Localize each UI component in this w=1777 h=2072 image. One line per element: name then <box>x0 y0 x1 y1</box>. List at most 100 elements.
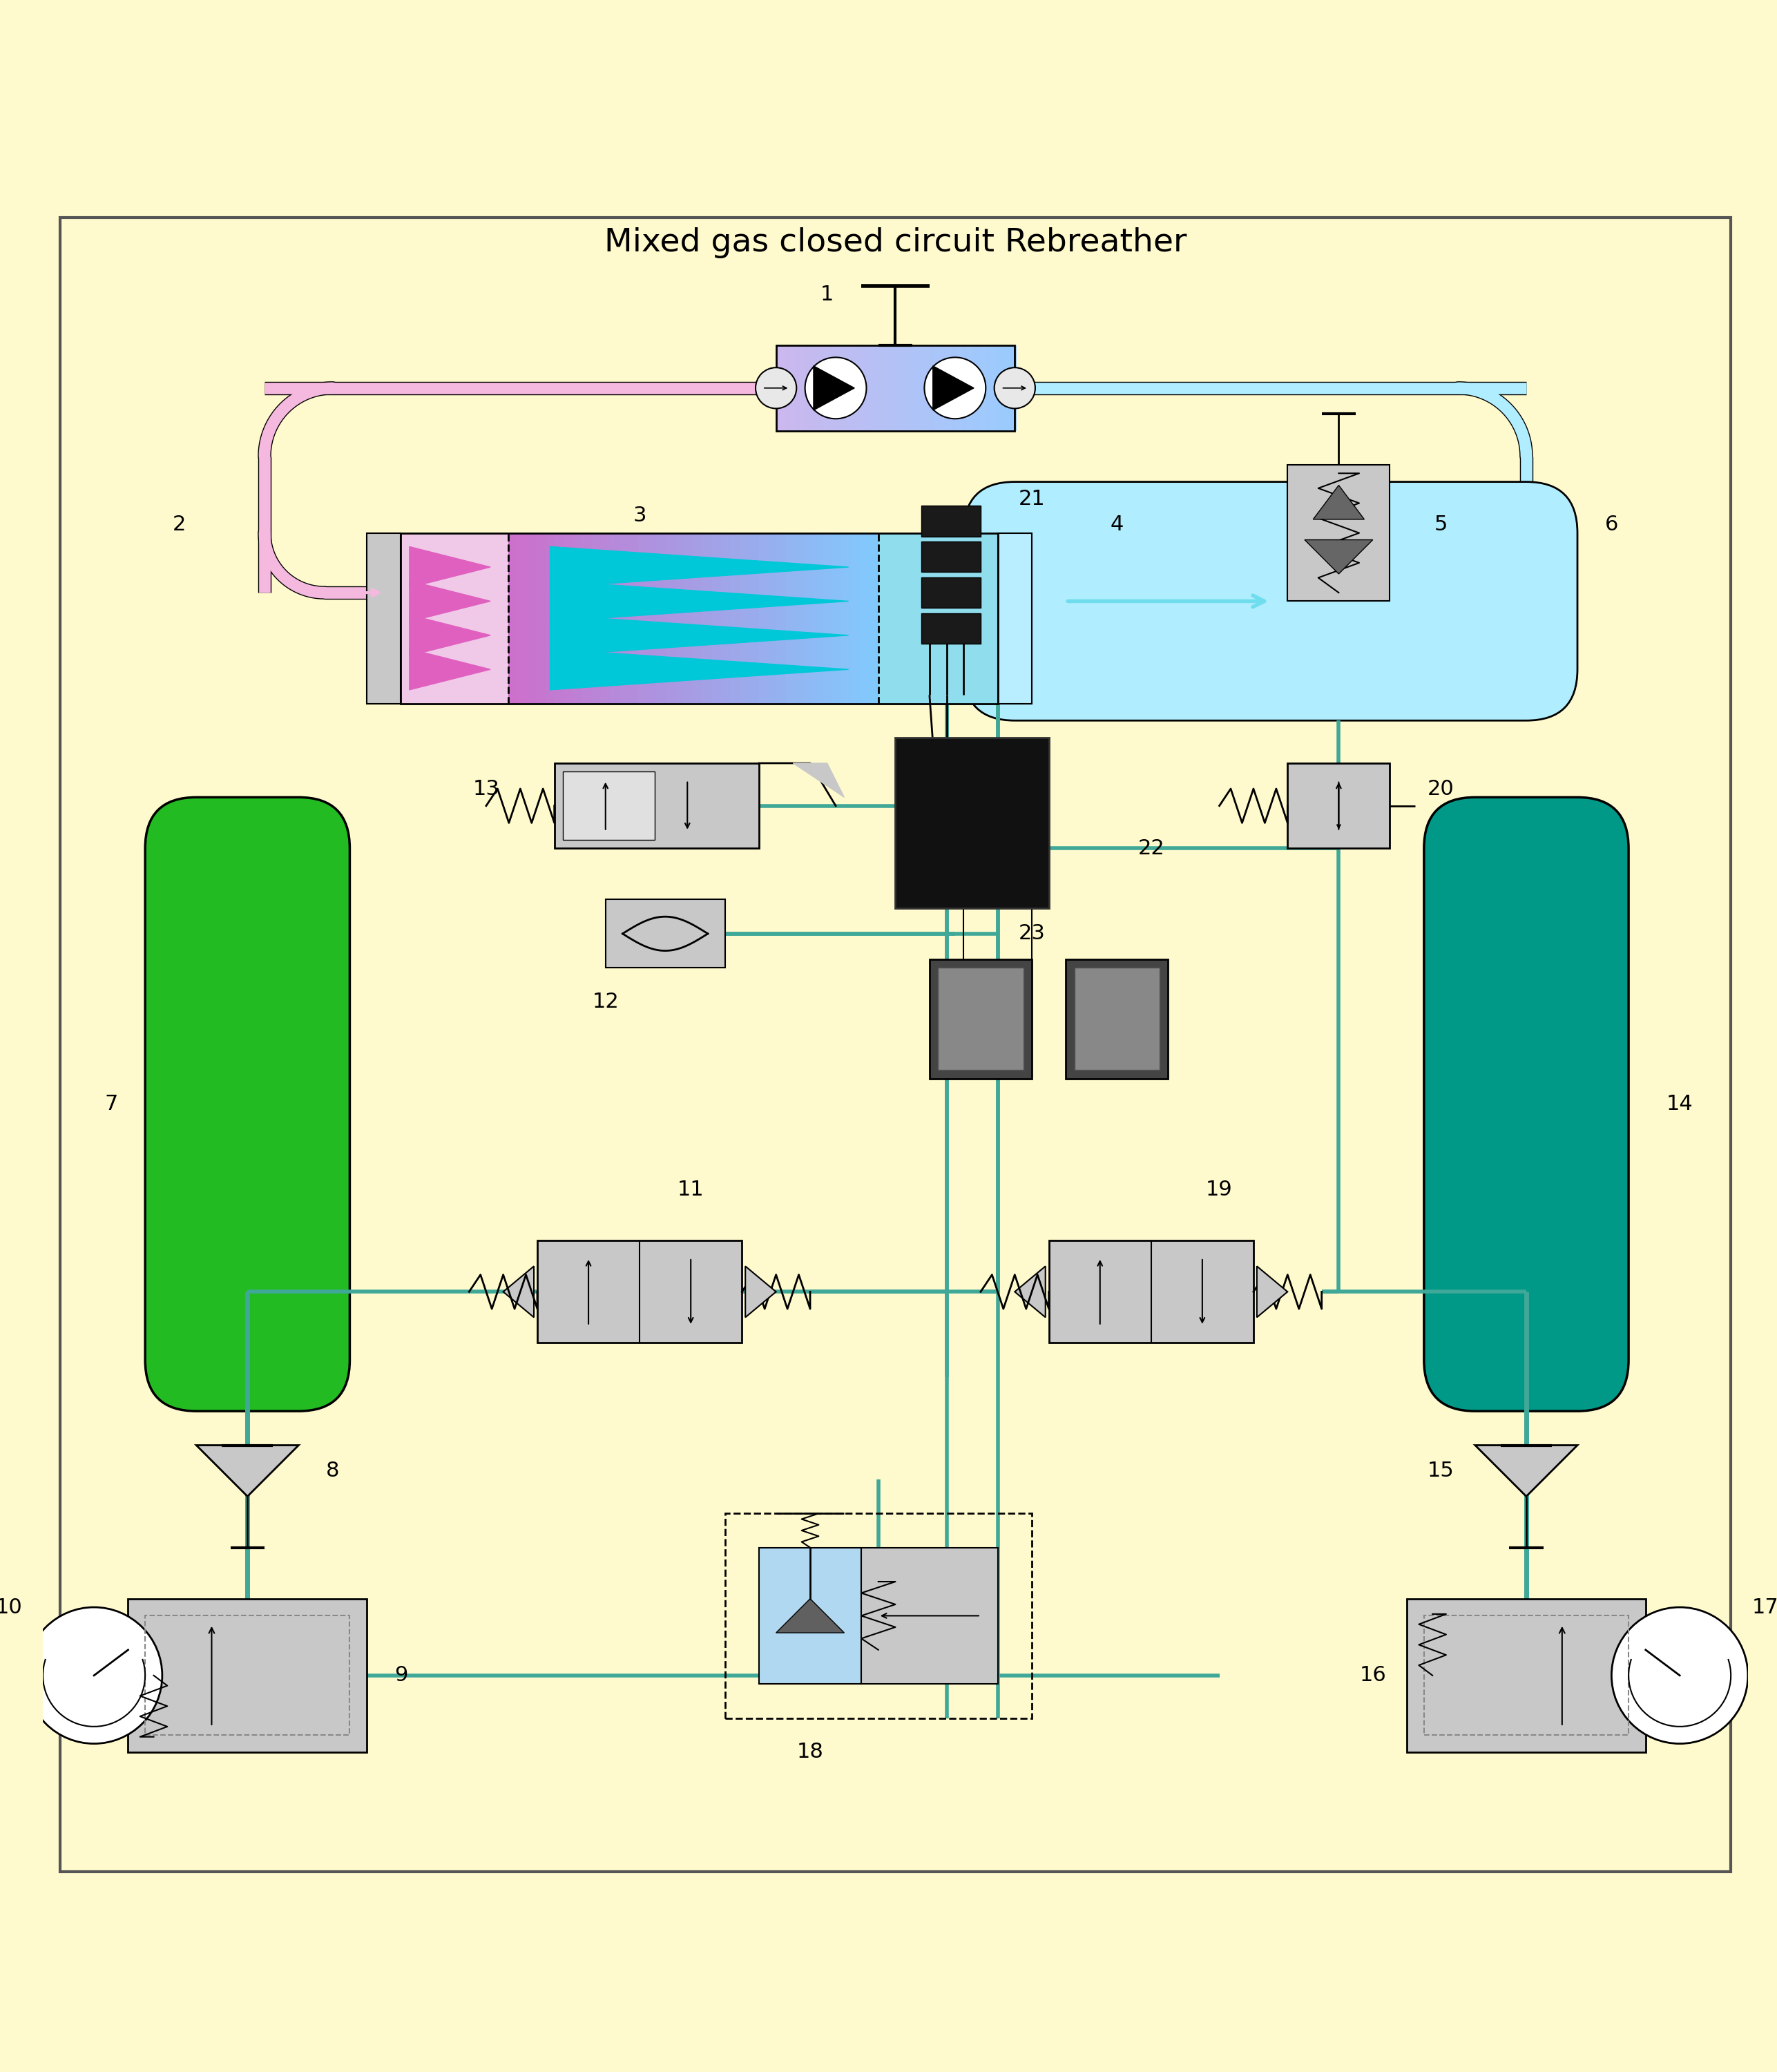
Text: 14: 14 <box>1667 1094 1693 1115</box>
Text: 8: 8 <box>325 1461 339 1481</box>
Bar <box>563 533 574 704</box>
Bar <box>777 346 782 431</box>
Bar <box>739 533 750 704</box>
Bar <box>915 346 920 431</box>
Bar <box>517 533 528 704</box>
Bar <box>862 346 869 431</box>
Bar <box>554 533 565 704</box>
Bar <box>675 533 686 704</box>
Bar <box>1288 464 1390 601</box>
Polygon shape <box>933 367 974 410</box>
Bar <box>610 533 620 704</box>
Bar <box>768 533 778 704</box>
Polygon shape <box>745 1266 777 1318</box>
Bar <box>977 346 983 431</box>
Polygon shape <box>409 580 490 622</box>
Polygon shape <box>1304 541 1374 574</box>
Text: 23: 23 <box>1018 924 1045 943</box>
Text: 12: 12 <box>592 992 618 1011</box>
Bar <box>526 533 538 704</box>
Bar <box>759 533 769 704</box>
Polygon shape <box>777 1600 844 1633</box>
Bar <box>848 346 855 431</box>
Bar <box>851 533 862 704</box>
Bar <box>871 346 878 431</box>
Bar <box>805 346 810 431</box>
Text: 1: 1 <box>821 284 833 305</box>
Bar <box>853 346 858 431</box>
Bar <box>780 346 787 431</box>
Bar <box>777 533 787 704</box>
Polygon shape <box>409 615 490 655</box>
Bar <box>867 346 873 431</box>
Bar <box>842 346 849 431</box>
Bar <box>693 533 704 704</box>
Bar <box>938 968 1024 1069</box>
Bar <box>839 346 844 431</box>
Bar <box>537 533 547 704</box>
Bar <box>972 346 979 431</box>
Bar <box>748 533 761 704</box>
Bar <box>1423 1616 1628 1734</box>
Bar <box>896 738 1048 908</box>
Bar <box>638 533 649 704</box>
Text: 16: 16 <box>1359 1666 1386 1685</box>
Text: 13: 13 <box>473 779 499 800</box>
Text: 18: 18 <box>796 1743 823 1761</box>
Polygon shape <box>551 547 848 588</box>
Bar <box>997 533 1032 704</box>
Polygon shape <box>814 367 855 410</box>
Bar <box>862 1548 997 1685</box>
Polygon shape <box>503 1266 533 1318</box>
Polygon shape <box>1256 1266 1288 1318</box>
Bar <box>947 346 954 431</box>
Polygon shape <box>1313 485 1365 520</box>
FancyBboxPatch shape <box>963 483 1578 721</box>
Polygon shape <box>1475 1446 1578 1496</box>
Bar <box>656 533 668 704</box>
Text: 22: 22 <box>1137 839 1164 858</box>
Bar <box>995 346 1002 431</box>
Bar <box>814 346 821 431</box>
Bar <box>958 346 963 431</box>
Bar <box>938 346 945 431</box>
Bar <box>887 346 892 431</box>
Circle shape <box>924 356 986 419</box>
Text: Mixed gas closed circuit Rebreather: Mixed gas closed circuit Rebreather <box>604 228 1187 259</box>
Bar <box>601 533 611 704</box>
Bar <box>901 346 906 431</box>
Bar <box>554 762 759 847</box>
Bar <box>819 346 826 431</box>
Text: 5: 5 <box>1434 514 1448 535</box>
Bar <box>833 346 841 431</box>
Bar <box>981 346 988 431</box>
Bar <box>1066 959 1167 1080</box>
Bar <box>1000 346 1008 431</box>
Bar <box>725 1513 1032 1718</box>
Text: 11: 11 <box>677 1179 704 1200</box>
Circle shape <box>1612 1608 1749 1745</box>
Bar <box>730 533 741 704</box>
Bar <box>713 533 723 704</box>
Bar <box>1075 968 1160 1069</box>
Bar <box>933 346 940 431</box>
Bar <box>904 346 912 431</box>
Bar <box>785 533 796 704</box>
Bar <box>1048 1241 1253 1343</box>
Text: 21: 21 <box>1018 489 1045 510</box>
Bar <box>666 533 677 704</box>
Bar <box>919 346 926 431</box>
Bar <box>857 346 864 431</box>
Text: 7: 7 <box>105 1094 117 1115</box>
Bar <box>702 533 714 704</box>
Text: 4: 4 <box>1111 514 1123 535</box>
Bar <box>920 613 981 644</box>
Text: 9: 9 <box>394 1666 407 1685</box>
Bar <box>402 533 508 704</box>
Text: 3: 3 <box>633 506 647 526</box>
Bar <box>759 1548 862 1685</box>
Bar <box>860 533 871 704</box>
Bar <box>777 346 1015 431</box>
Bar <box>814 533 825 704</box>
Bar <box>128 1600 366 1753</box>
